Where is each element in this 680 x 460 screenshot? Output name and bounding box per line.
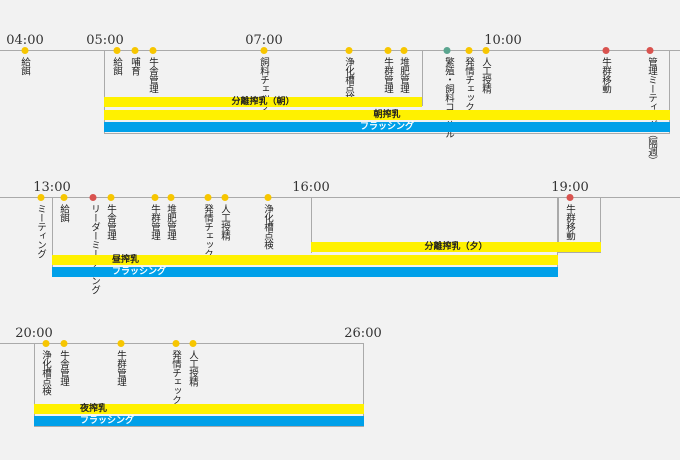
bar-morning-milking: 朝搾乳 xyxy=(104,110,670,120)
hour-label: 07:00 xyxy=(245,33,283,48)
event-dot xyxy=(172,340,180,347)
hour-label: 16:00 xyxy=(292,180,330,195)
event-dot xyxy=(149,47,157,54)
schedule-row-2: 13:00 16:00 19:00 ミーティング 給餌 リーダーミーティング 牛… xyxy=(0,180,680,294)
hour-label: 04:00 xyxy=(6,33,44,48)
event-label: 発情チェック xyxy=(463,57,474,111)
event-dot xyxy=(167,194,175,201)
event-label: 堆肥管理 xyxy=(398,57,409,93)
event-dot xyxy=(566,194,574,201)
event-dot xyxy=(345,47,353,54)
event-label: 牛群管理 xyxy=(149,204,160,240)
event-label: 牛群管理 xyxy=(115,350,126,386)
hour-tick xyxy=(422,50,423,106)
timeline-axis xyxy=(0,343,364,344)
event-dot xyxy=(221,194,229,201)
evening-frame xyxy=(558,197,601,253)
timeline-axis xyxy=(0,197,680,198)
event-label: 発情チェック xyxy=(170,350,181,404)
event-label: 給餌 xyxy=(111,57,122,75)
event-dot xyxy=(42,340,50,347)
event-dot xyxy=(37,194,45,201)
event-dot xyxy=(384,47,392,54)
event-label-text: 繁殖・飼料コンサル xyxy=(443,57,454,138)
event-label: 人工授精 xyxy=(187,350,198,386)
event-label: 人工授精 xyxy=(480,57,491,93)
event-dot xyxy=(602,47,610,54)
event-dot xyxy=(204,194,212,201)
event-dot xyxy=(107,194,115,201)
bar-flushing: フラッシング xyxy=(104,122,670,132)
event-label: 牛群移動 xyxy=(600,57,611,93)
event-dot xyxy=(264,194,272,201)
event-dot xyxy=(113,47,121,54)
event-label: 飼料チェック xyxy=(258,57,269,111)
event-dot xyxy=(443,47,451,54)
event-dot xyxy=(131,47,139,54)
morning-frame xyxy=(104,50,670,134)
event-dot xyxy=(189,340,197,347)
timeline-axis xyxy=(0,50,680,51)
event-dot xyxy=(60,340,68,347)
bar-noon-milking: 昼搾乳 xyxy=(52,255,558,265)
event-label: 堆肥管理 xyxy=(165,204,176,240)
bar-separate-milking-morning: 分離搾乳（朝） xyxy=(104,97,422,107)
hour-label: 26:00 xyxy=(344,326,382,341)
event-label: リーダーミーティング xyxy=(77,204,100,294)
event-label: ミーティング xyxy=(35,204,46,258)
event-label: 発情チェック xyxy=(202,204,213,258)
bar-flushing: フラッシング xyxy=(52,267,558,277)
event-dot xyxy=(151,194,159,201)
event-dot xyxy=(400,47,408,54)
event-label: 人工授精 xyxy=(219,204,230,240)
bar-night-milking: 夜搾乳 xyxy=(34,404,364,414)
event-label: 浄化槽点検 xyxy=(40,350,51,395)
hour-tick xyxy=(311,197,312,253)
event-label: 浄化槽点検 xyxy=(343,57,354,102)
event-label: 繁殖・飼料コンサル xyxy=(431,57,454,138)
event-label: 牛舎管理 xyxy=(58,350,69,386)
event-label: 浄化槽点検 xyxy=(262,204,273,249)
night-frame xyxy=(34,343,364,427)
hour-label: 20:00 xyxy=(15,326,53,341)
hour-label: 13:00 xyxy=(33,180,71,195)
schedule-row-1: 04:00 05:00 07:00 10:00 給餌 給餌 哺育 牛舎管理 飼料… xyxy=(0,0,680,165)
event-label: 牛舎管理 xyxy=(147,57,158,93)
event-dot xyxy=(117,340,125,347)
event-label: 哺育 xyxy=(129,57,140,75)
hour-label: 05:00 xyxy=(86,33,124,48)
event-label-text: リーダーミーティング xyxy=(89,204,100,294)
event-dot xyxy=(89,194,97,201)
event-dot xyxy=(260,47,268,54)
event-dot xyxy=(465,47,473,54)
event-dot xyxy=(21,47,29,54)
event-label: 給餌 xyxy=(19,57,30,75)
event-label: 給餌 xyxy=(58,204,69,222)
hour-label: 10:00 xyxy=(484,33,522,48)
event-label: 牛群移動 xyxy=(564,204,575,240)
event-label: 牛群管理 xyxy=(382,57,393,93)
event-dot xyxy=(482,47,490,54)
event-label: 牛舎管理 xyxy=(105,204,116,240)
bar-flushing: フラッシング xyxy=(34,416,364,426)
event-dot xyxy=(60,194,68,201)
bar-separate-milking-evening: 分離搾乳（夕） xyxy=(311,242,601,252)
event-dot xyxy=(646,47,654,54)
hour-label: 19:00 xyxy=(551,180,589,195)
